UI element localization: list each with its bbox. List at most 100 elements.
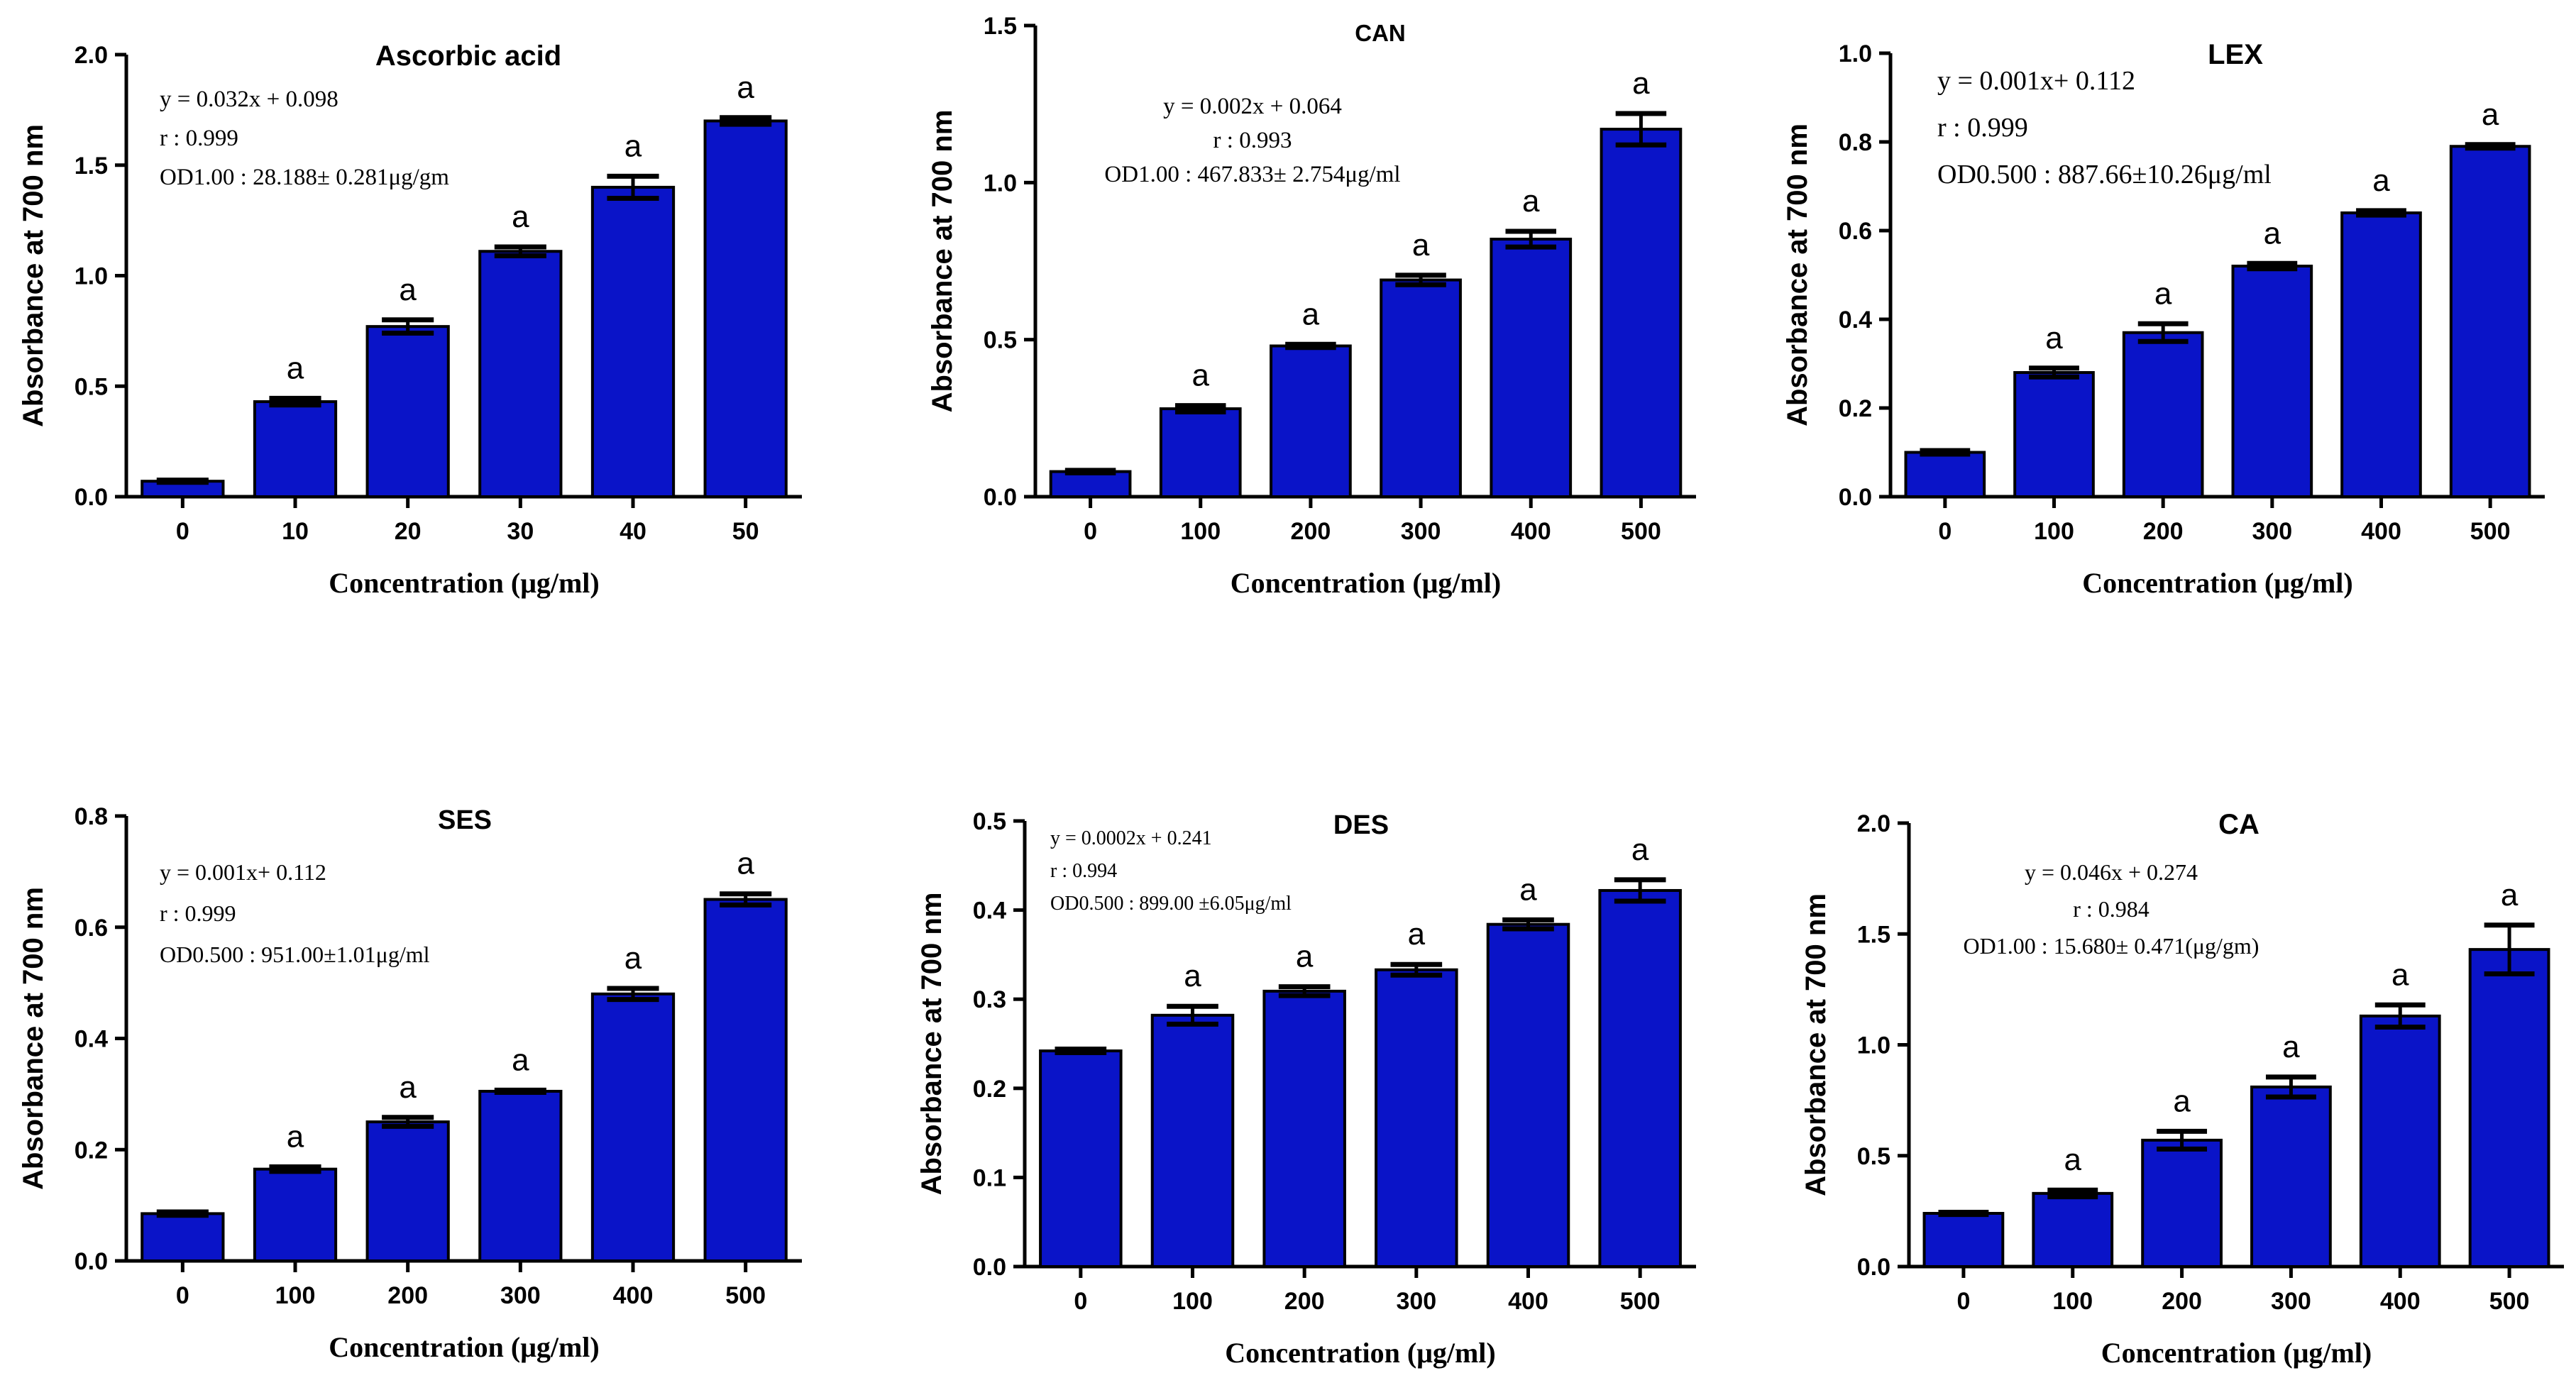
bar-200 (365, 1120, 450, 1262)
x-tick-label: 30 (507, 518, 534, 545)
x-tick-label: 400 (1508, 1288, 1548, 1315)
error-bar (1505, 228, 1557, 250)
bar-300 (2231, 265, 2313, 498)
error-bar (2374, 1002, 2426, 1030)
bar-40 (590, 185, 676, 498)
bar-400 (1490, 238, 1573, 498)
y-tick-label: 0.2 (75, 1137, 108, 1164)
bar-10 (253, 400, 338, 498)
y-tick-label: 0.0 (984, 484, 1017, 511)
regression-annotation: r : 0.994 (1050, 860, 1117, 882)
y-tick-label: 0.8 (1839, 129, 1872, 156)
error-bar (269, 1164, 321, 1174)
bar-100 (1159, 407, 1242, 499)
regression-annotation: r : 0.984 (2073, 896, 2150, 922)
x-tick-label: 500 (2489, 1288, 2530, 1315)
x-axis-label: Concentration (μg/ml) (2101, 1337, 2372, 1369)
significance-label: a (512, 199, 529, 234)
significance-label: a (2045, 321, 2063, 355)
significance-label: a (1408, 917, 1426, 952)
error-bar (720, 115, 772, 127)
x-tick-label: 0 (1938, 518, 1952, 545)
y-tick-label: 0.0 (973, 1254, 1006, 1281)
y-tick-label: 0.6 (75, 915, 108, 942)
error-bar (2465, 142, 2516, 151)
error-bar (607, 986, 659, 1003)
y-tick-label: 1.0 (75, 263, 108, 290)
error-bar (1615, 111, 1667, 148)
significance-label: a (512, 1042, 529, 1077)
significance-label: a (1184, 959, 1201, 993)
y-tick-label: 0.8 (75, 803, 108, 830)
x-tick-label: 100 (1172, 1288, 1213, 1315)
error-bar (2157, 1128, 2208, 1152)
significance-label: a (2264, 216, 2281, 250)
regression-annotation: OD1.00 : 15.680± 0.471(μg/gm) (1964, 933, 2259, 959)
error-bar (382, 317, 434, 336)
y-tick-label: 0.0 (1839, 484, 1872, 511)
significance-label: a (1631, 832, 1649, 867)
x-tick-label: 500 (725, 1282, 766, 1309)
error-bar (2137, 321, 2189, 344)
significance-label: a (2391, 957, 2409, 992)
error-bar (1390, 961, 1443, 978)
bar-500 (1600, 128, 1683, 498)
x-tick-label: 0 (176, 518, 189, 545)
x-tick-label: 300 (2252, 518, 2292, 545)
y-axis-label: Absorbance at 700 nm (916, 893, 947, 1196)
y-tick-label: 0.5 (973, 808, 1006, 835)
error-bar (2265, 1074, 2316, 1100)
x-tick-label: 0 (1074, 1288, 1087, 1315)
error-bar (1167, 1003, 1218, 1027)
x-axis-label: Concentration (μg/ml) (1225, 1337, 1496, 1369)
y-tick-label: 1.0 (1857, 1032, 1890, 1059)
error-bar (382, 1115, 434, 1129)
error-bar (2047, 1187, 2098, 1200)
x-tick-label: 40 (620, 518, 646, 545)
chart-title: SES (438, 805, 492, 835)
error-bar (1055, 1047, 1107, 1056)
x-axis-label: Concentration (μg/ml) (329, 567, 600, 599)
error-bar (1395, 272, 1446, 287)
y-tick-label: 1.5 (1857, 921, 1890, 948)
significance-label: a (287, 1120, 304, 1154)
bar-0 (1039, 1049, 1123, 1268)
y-tick-label: 0.2 (1839, 395, 1872, 422)
chart-panel-6: 0.0 0.5 1.0 1.5 2.0 0 100 a 200 a 300 a 400 a 500 a CA y … (1800, 809, 2564, 1369)
x-tick-label: 100 (2052, 1288, 2093, 1315)
x-tick-label: 0 (1956, 1288, 1970, 1315)
significance-label: a (1302, 297, 1320, 331)
bar-300 (1375, 968, 1458, 1268)
significance-label: a (2154, 276, 2172, 311)
chart-title: DES (1333, 810, 1389, 840)
significance-label: a (1522, 184, 1540, 219)
error-bar (1614, 877, 1666, 904)
bar-200 (1262, 989, 1346, 1268)
bar-500 (2449, 145, 2531, 498)
x-tick-label: 500 (2470, 518, 2511, 545)
y-axis-label: Absorbance at 700 nm (18, 887, 49, 1190)
significance-label: a (624, 941, 642, 976)
bar-300 (1380, 278, 1462, 498)
error-bar (2484, 922, 2535, 976)
y-tick-label: 0.4 (1839, 307, 1872, 333)
x-tick-label: 200 (1291, 518, 1331, 545)
y-tick-label: 0.5 (1857, 1143, 1890, 1170)
significance-label: a (399, 272, 417, 307)
x-tick-label: 100 (275, 1282, 316, 1309)
y-tick-label: 0.0 (1857, 1254, 1890, 1281)
x-tick-label: 0 (1084, 518, 1097, 545)
x-tick-label: 100 (2034, 518, 2074, 545)
x-tick-label: 10 (282, 518, 309, 545)
significance-label: a (1632, 66, 1650, 101)
bar-200 (1270, 344, 1352, 498)
bar-0 (141, 1212, 225, 1262)
bar-500 (703, 898, 788, 1262)
error-bar (494, 1087, 546, 1096)
x-tick-label: 50 (732, 518, 759, 545)
error-bar (1064, 468, 1116, 475)
y-tick-label: 2.0 (75, 42, 108, 69)
y-tick-label: 0.0 (75, 1248, 108, 1275)
y-tick-label: 1.0 (1839, 40, 1872, 67)
bar-400 (590, 992, 676, 1263)
